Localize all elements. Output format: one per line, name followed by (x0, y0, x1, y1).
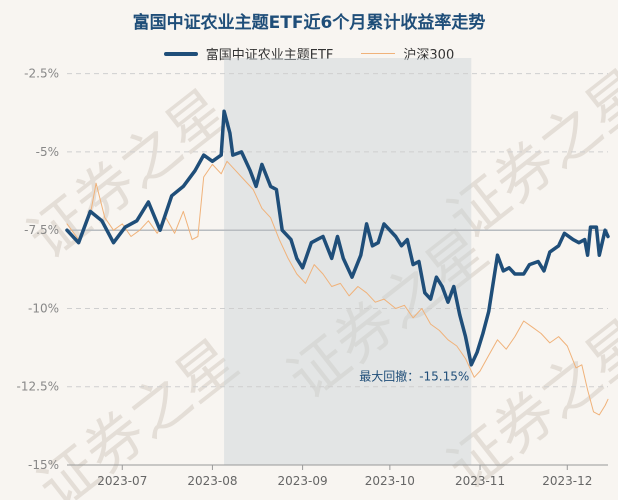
x-tick-label: 2023-08 (187, 474, 237, 488)
y-tick-label: -2.5% (24, 67, 59, 81)
y-tick-label: -5% (36, 145, 59, 159)
x-tick-label: 2023-12 (542, 474, 592, 488)
max-drawdown-region (224, 58, 472, 465)
legend-label-etf: 富国中证农业主题ETF (205, 48, 334, 63)
watermark-text: 证券之星 (15, 76, 240, 272)
max-drawdown-label: 最大回撤：-15.15% (359, 368, 469, 383)
legend-item-hs300: 沪深300 (361, 44, 454, 63)
x-tick-label: 2023-09 (278, 474, 328, 488)
legend: 富国中证农业主题ETF 沪深300 (0, 44, 618, 63)
y-tick-label: -10% (28, 301, 59, 315)
legend-swatch-hs300 (361, 53, 396, 54)
x-tick-label: 2023-11 (455, 474, 505, 488)
x-tick-label: 2023-07 (97, 474, 147, 488)
legend-swatch-etf (163, 51, 198, 56)
y-tick-label: -12.5% (17, 380, 59, 394)
legend-item-etf: 富国中证农业主题ETF (163, 44, 334, 63)
y-tick-label: -15% (28, 458, 59, 472)
series-line-etf (65, 109, 610, 367)
x-tick-label: 2023-10 (365, 474, 415, 488)
y-tick-label: -7.5% (24, 223, 59, 237)
chart-title: 富国中证农业主题ETF近6个月累计收益率走势 (132, 13, 486, 33)
legend-label-hs300: 沪深300 (403, 48, 455, 63)
